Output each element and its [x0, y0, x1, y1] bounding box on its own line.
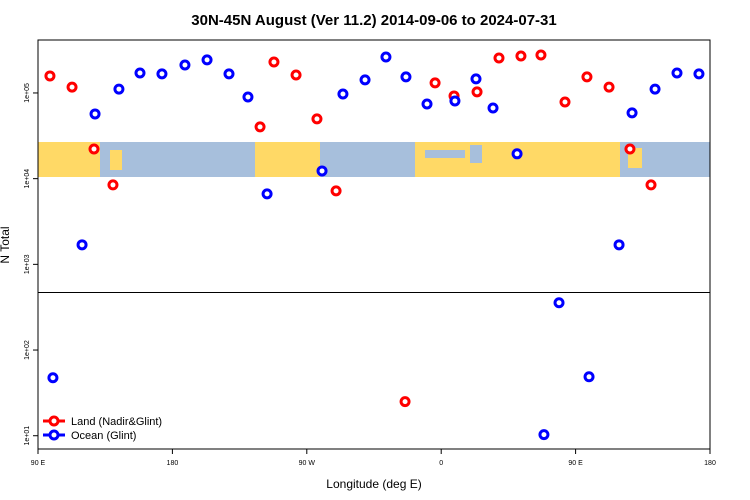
point	[624, 143, 636, 155]
y-tick-label: 1e+04	[24, 169, 31, 189]
point	[107, 179, 119, 191]
x-tick-label: 180	[704, 460, 716, 467]
legend-label: Land (Nadir&Glint)	[71, 416, 162, 428]
x-tick-label: 0	[439, 460, 443, 467]
point	[88, 143, 100, 155]
point	[471, 86, 483, 98]
point	[47, 372, 59, 384]
point	[583, 371, 595, 383]
map-strip	[38, 142, 710, 177]
point	[493, 52, 505, 64]
point	[311, 113, 323, 125]
point	[134, 67, 146, 79]
chart-title: 30N-45N August (Ver 11.2) 2014-09-06 to …	[191, 12, 556, 29]
x-tick-label: 90 W	[299, 460, 316, 467]
point	[626, 107, 638, 119]
point	[290, 69, 302, 81]
point	[330, 185, 342, 197]
point	[66, 81, 78, 93]
point	[359, 74, 371, 86]
point	[515, 50, 527, 62]
point	[156, 68, 168, 80]
point	[76, 239, 88, 251]
point	[268, 56, 280, 68]
point	[179, 59, 191, 71]
point	[645, 179, 657, 191]
point	[380, 51, 392, 63]
point	[201, 54, 213, 66]
point	[487, 102, 499, 114]
y-tick-label: 1e+02	[24, 340, 31, 360]
legend-marker	[48, 415, 60, 427]
point	[429, 77, 441, 89]
y-axis-label: N Total	[0, 226, 12, 263]
point	[337, 88, 349, 100]
point	[254, 121, 266, 133]
x-tick-label: 90 E	[568, 460, 583, 467]
x-tick-label: 180	[167, 460, 179, 467]
point	[399, 396, 411, 408]
point	[535, 49, 547, 61]
y-tick-label: 1e+03	[24, 254, 31, 274]
point	[649, 83, 661, 95]
point	[603, 81, 615, 93]
point	[553, 297, 565, 309]
point	[421, 98, 433, 110]
point	[470, 73, 482, 85]
point	[613, 239, 625, 251]
point	[261, 188, 273, 200]
point	[511, 148, 523, 160]
point	[400, 71, 412, 83]
legend-marker	[48, 429, 60, 441]
point	[113, 83, 125, 95]
point	[223, 68, 235, 80]
point	[449, 95, 461, 107]
point	[671, 67, 683, 79]
x-tick-label: 90 E	[31, 460, 46, 467]
x-axis-label: Longitude (deg E)	[326, 477, 421, 491]
point	[316, 165, 328, 177]
point	[538, 429, 550, 441]
point	[581, 71, 593, 83]
y-tick-label: 1e+01	[24, 426, 31, 446]
point	[559, 96, 571, 108]
point	[44, 70, 56, 82]
point	[693, 68, 705, 80]
point	[89, 108, 101, 120]
legend-label: Ocean (Glint)	[71, 430, 136, 442]
plot-frame	[37, 39, 711, 450]
point	[242, 91, 254, 103]
y-tick-label: 1e+05	[24, 83, 31, 103]
